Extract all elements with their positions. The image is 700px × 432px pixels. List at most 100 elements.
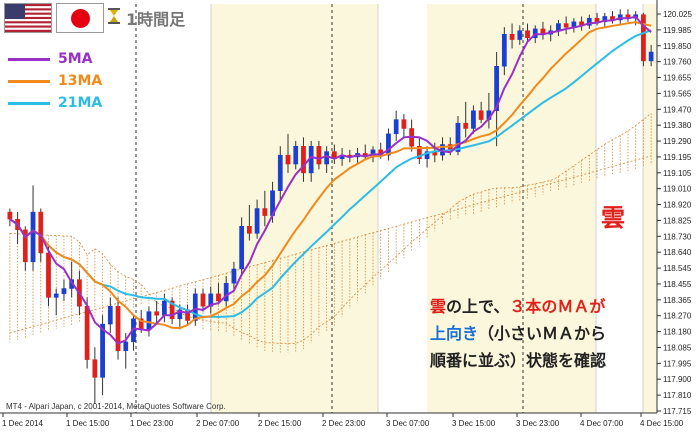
y-tick-label: 119.470 [663, 105, 692, 114]
copyright-text: MT4 - Alpari Japan, c 2001-2014, MetaQuo… [6, 402, 226, 411]
cloud-span-b [9, 155, 652, 334]
candle [46, 244, 51, 307]
y-tick-label: 117.900 [663, 375, 692, 384]
candle [409, 119, 414, 152]
candle-body [509, 33, 515, 40]
y-tick-label: 118.825 [663, 216, 692, 225]
y-tick-label: 118.455 [663, 280, 692, 289]
candle-body [53, 293, 59, 298]
candle [92, 347, 98, 405]
candlesticks [7, 9, 654, 405]
y-tick-label: 117.715 [663, 407, 692, 416]
y-tick-label: 118.085 [663, 343, 692, 352]
candle-body [38, 211, 44, 254]
candle-body [463, 122, 469, 129]
candle-body [301, 146, 306, 174]
candle-body [84, 306, 90, 360]
legend-line [8, 101, 50, 105]
candle [262, 190, 268, 227]
x-tick-label: 4 Dec 07:00 [580, 419, 624, 428]
candle-body [7, 211, 13, 220]
candle-body [223, 282, 229, 302]
us-flag-icon [4, 3, 52, 33]
candle [53, 288, 59, 316]
y-tick-label: 119.105 [663, 169, 692, 178]
y-tick-label: 118.270 [663, 312, 692, 321]
axes: 120.025 119.985 119.850 119.760 119.655 119.5… [0, 0, 692, 428]
candle [471, 105, 476, 134]
legend-line [8, 57, 50, 61]
x-tick-label: 1 Dec 15:00 [66, 419, 110, 428]
candle-body [386, 133, 391, 156]
candle-body [61, 288, 67, 295]
candle [30, 185, 36, 271]
candle-body [231, 268, 237, 284]
x-tick-label: 2 Dec 23:00 [322, 419, 366, 428]
candle-body [247, 226, 252, 234]
y-tick-label: 119.655 [663, 74, 692, 83]
candle-body [30, 211, 36, 263]
candle-body [563, 23, 569, 28]
candle [401, 114, 407, 138]
candle-body [641, 14, 646, 62]
candle [625, 9, 631, 22]
candle-body [586, 17, 592, 26]
candle [610, 11, 615, 24]
candle [7, 208, 13, 227]
candle [107, 297, 113, 333]
candle [169, 297, 175, 325]
candle-body [154, 311, 160, 316]
candle [216, 283, 221, 305]
hourglass-icon [108, 8, 120, 28]
candle-body [594, 17, 600, 23]
candle [509, 23, 515, 49]
candle [277, 146, 283, 200]
candle [185, 304, 190, 325]
candle [641, 12, 646, 67]
candle-body [293, 146, 299, 165]
y-tick-label: 119.760 [663, 58, 692, 67]
y-tick-label: 118.545 [663, 264, 692, 273]
candle-body [177, 309, 183, 320]
session-band [643, 4, 657, 413]
header: 1時間足 [4, 3, 185, 33]
candle [115, 297, 121, 360]
candle-body [393, 119, 399, 135]
candle-body [239, 226, 245, 270]
candle [223, 276, 229, 307]
y-tick-label: 117.810 [663, 391, 692, 400]
candle-body [416, 146, 422, 159]
candle-body [262, 208, 268, 216]
legend-label: 13MA [58, 73, 103, 89]
candle [254, 199, 260, 239]
y-tick-label: 119.985 [663, 26, 692, 35]
candle [61, 279, 67, 301]
y-tick-label: 118.730 [663, 232, 692, 241]
ma-legend: 5MA 13MA 21MA [8, 48, 102, 114]
candle [586, 14, 592, 29]
candle [525, 23, 530, 42]
candle [208, 286, 214, 314]
ma21-line [9, 29, 652, 318]
y-tick-label: 118.920 [663, 201, 692, 210]
candle [316, 140, 322, 170]
candle-body [146, 311, 152, 330]
candle-body [208, 293, 214, 307]
candle [131, 315, 136, 351]
kumo-label: 雲 [601, 204, 625, 232]
candle [293, 140, 299, 170]
ma13-line [9, 21, 652, 330]
candle-body [648, 51, 654, 62]
x-tick-label: 1 Dec 2014 [2, 419, 43, 428]
candle-body [22, 229, 28, 263]
y-tick-label: 119.290 [663, 137, 692, 146]
candle [517, 25, 523, 45]
note-line-1: 雲の上で、３本のＭＡが [430, 293, 640, 320]
candle [177, 304, 183, 330]
candle-body [107, 306, 113, 325]
candle-body [316, 146, 322, 165]
timeframe-label: 1時間足 [126, 10, 186, 29]
x-tick-label: 3 Dec 23:00 [516, 419, 560, 428]
candle-body [216, 293, 221, 302]
